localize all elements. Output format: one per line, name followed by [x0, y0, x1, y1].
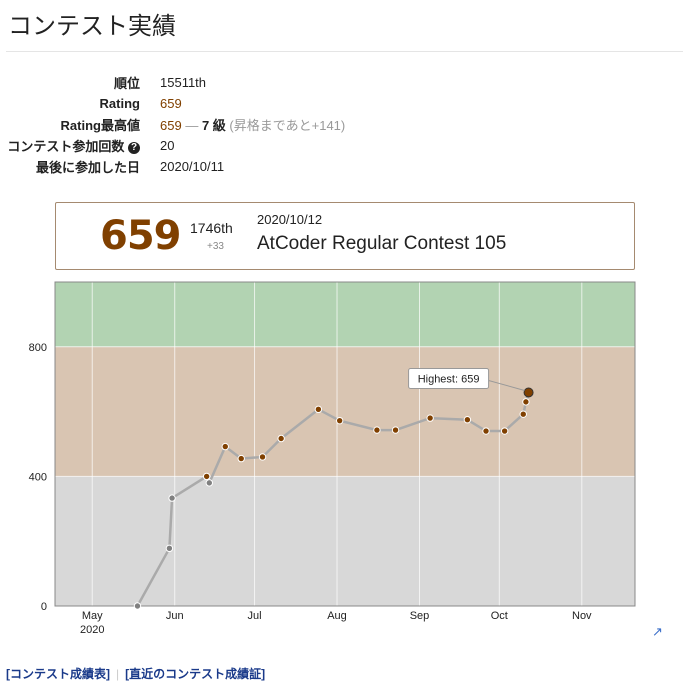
x-tick-label-5: Oct	[491, 610, 508, 622]
x-tick-label-2: Jul	[248, 610, 262, 622]
card-rank: 1746th	[190, 220, 233, 236]
last-participation-value: 2020/10/11	[160, 159, 225, 174]
data-point-9	[314, 405, 323, 414]
y-tick-label-0: 0	[41, 601, 47, 613]
stats-row-last: 最後に参加した日 2020/10/11	[0, 156, 345, 177]
y-tick-label-1: 400	[29, 471, 47, 483]
participations-label: コンテスト参加回数 ?	[0, 135, 150, 156]
data-point-10	[335, 416, 344, 425]
contest-history-link[interactable]: [コンテスト成績表]	[6, 667, 110, 681]
help-icon[interactable]: ?	[128, 142, 140, 154]
stats-table: 順位 15511th Rating 659 Rating最高値 659 — 7 …	[0, 72, 345, 177]
promotion-note: (昇格まであと+141)	[229, 118, 346, 133]
highest-annotation-pointer	[488, 380, 525, 391]
plot-frame	[54, 281, 636, 607]
data-point-1	[165, 544, 174, 553]
rating-chart[interactable]: 0 400 800 May Jun Jul Aug Sep Oct Nov 2020 Highest…	[0, 276, 683, 646]
highest-number: 659	[160, 118, 182, 133]
data-point-4	[205, 479, 214, 487]
x-tick-label-6: Nov	[572, 610, 592, 622]
stats-row-rank: 順位 15511th	[0, 72, 345, 93]
data-point-8	[277, 434, 285, 443]
data-point-18	[522, 398, 530, 406]
kyu-grade: 7 級	[201, 118, 226, 133]
data-point-12	[391, 426, 400, 434]
data-point-19	[523, 387, 534, 398]
rating-number: 659	[160, 96, 182, 111]
data-point-13	[426, 414, 434, 422]
highest-label: Rating最高値	[60, 118, 140, 133]
card-rating-diff: +33	[207, 241, 224, 252]
x-tick-label-1: Jun	[166, 610, 184, 622]
x-tick-label-4: Sep	[410, 610, 430, 622]
footer-links: [コンテスト成績表] | [直近のコンテスト成績証]	[6, 665, 265, 682]
x-tick-label-0: May	[82, 610, 103, 622]
participations-value: 20	[160, 138, 175, 153]
rank-label: 順位	[113, 76, 140, 91]
data-point-3	[202, 472, 211, 481]
highest-dash: —	[185, 118, 199, 133]
x-year-label: 2020	[80, 624, 104, 636]
data-point-17	[519, 410, 527, 418]
card-contest-name: AtCoder Regular Contest 105	[257, 233, 507, 254]
rating-band-1	[55, 346, 635, 477]
data-point-7	[258, 453, 267, 461]
x-tick-label-3: Aug	[327, 610, 347, 622]
link-separator: |	[116, 667, 120, 681]
rating-value: 659	[150, 93, 345, 114]
card-date: 2020/10/12	[257, 212, 323, 227]
data-point-0	[133, 602, 142, 610]
last-participation-label: 最後に参加した日	[35, 160, 140, 175]
contest-result-card: 659 1746th +33 2020/10/12 AtCoder Regula…	[55, 202, 635, 270]
stats-row-highest: Rating最高値 659 — 7 級 (昇格まであと+141)	[0, 114, 346, 135]
title-divider	[6, 51, 683, 52]
data-point-5	[221, 442, 229, 451]
data-point-2	[168, 494, 176, 502]
rating-band-2	[55, 282, 635, 347]
y-tick-label-2: 800	[29, 342, 47, 354]
rating-label: Rating	[99, 96, 140, 111]
expand-icon[interactable]: ↗	[652, 624, 663, 639]
card-rating: 659	[100, 213, 181, 259]
data-point-11	[373, 426, 381, 434]
highest-annotation-label: Highest: 659	[418, 373, 480, 385]
data-point-15	[482, 427, 490, 435]
page-title: コンテスト実績	[8, 13, 176, 40]
rating-band-0	[55, 476, 635, 606]
stats-row-rating: Rating 659	[0, 93, 345, 114]
highest-annotation-box	[408, 367, 490, 389]
data-point-14	[463, 416, 472, 424]
participations-label-text: コンテスト参加回数	[7, 139, 125, 154]
contest-certificate-link[interactable]: [直近のコンテスト成績証]	[125, 667, 266, 681]
data-point-6	[237, 454, 245, 463]
rank-value: 15511th	[160, 75, 207, 90]
stats-row-participations: コンテスト参加回数 ? 20	[0, 135, 345, 156]
highest-value: 659 — 7 級 (昇格まであと+141)	[150, 114, 345, 135]
data-point-16	[500, 427, 509, 435]
